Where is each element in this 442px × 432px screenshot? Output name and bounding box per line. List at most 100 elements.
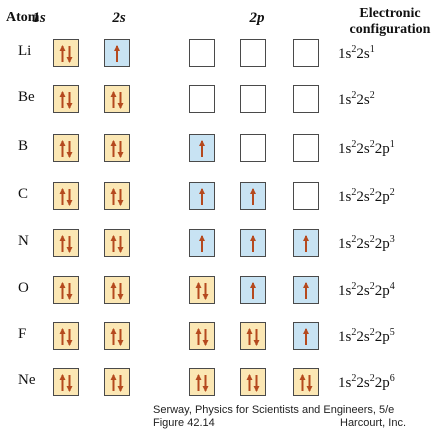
orbital-box-2p-c — [293, 39, 319, 67]
spin-down-arrow-icon — [66, 92, 73, 109]
spin-down-arrow-icon — [253, 375, 260, 392]
orbital-box-2s — [104, 134, 130, 162]
config-exponent: 2 — [369, 187, 375, 198]
header-1s: 1s — [32, 10, 46, 26]
spin-up-arrow-icon — [250, 235, 256, 252]
config-exponent: 2 — [369, 90, 375, 101]
config-orbital: 2p — [374, 141, 390, 157]
config-orbital: 2p — [374, 375, 390, 391]
spin-up-arrow-icon — [110, 140, 117, 157]
spin-down-arrow-icon — [202, 375, 209, 392]
orbital-box-2p-a — [189, 322, 215, 350]
config-orbital: 1s — [338, 283, 352, 299]
electron-configuration: 1s22s22p3 — [338, 234, 395, 253]
orbital-box-2s — [104, 182, 130, 210]
orbital-box-1s — [53, 276, 79, 304]
spin-down-arrow-icon — [253, 329, 260, 346]
spin-up-arrow-icon — [110, 91, 117, 108]
config-orbital: 2p — [374, 329, 390, 345]
spin-down-arrow-icon — [66, 46, 73, 63]
electron-configuration: 1s22s22p1 — [338, 139, 395, 158]
spin-up-arrow-icon — [299, 374, 306, 391]
config-orbital: 1s — [338, 189, 352, 205]
header-2s: 2s — [112, 10, 126, 26]
orbital-box-2p-c — [293, 322, 319, 350]
spin-up-arrow-icon — [303, 282, 309, 299]
orbital-box-2p-b — [240, 229, 266, 257]
atom-label: N — [18, 233, 29, 249]
spin-down-arrow-icon — [306, 375, 313, 392]
config-exponent: 2 — [369, 327, 375, 338]
atom-label: Be — [18, 89, 35, 105]
atom-label: Ne — [18, 372, 36, 388]
config-orbital: 2s — [356, 141, 370, 157]
orbital-box-1s — [53, 39, 79, 67]
orbital-box-2p-b — [240, 134, 266, 162]
spin-down-arrow-icon — [202, 283, 209, 300]
row-f: F 1s22s22p5 — [0, 322, 442, 352]
spin-up-arrow-icon — [303, 328, 309, 345]
spin-up-arrow-icon — [246, 374, 253, 391]
spin-up-arrow-icon — [250, 282, 256, 299]
config-orbital: 2s — [356, 329, 370, 345]
spin-up-arrow-icon — [59, 140, 66, 157]
config-exponent: 2 — [389, 187, 395, 198]
credit-figure: Figure 42.14 — [153, 417, 215, 429]
spin-up-arrow-icon — [110, 235, 117, 252]
spin-up-arrow-icon — [246, 328, 253, 345]
spin-down-arrow-icon — [117, 141, 124, 158]
config-orbital: 2s — [356, 236, 370, 252]
config-exponent: 2 — [351, 44, 357, 55]
header-config-line1: Electronic — [359, 6, 421, 21]
row-c: C 1s22s22p2 — [0, 182, 442, 212]
config-orbital: 1s — [338, 236, 352, 252]
spin-up-arrow-icon — [59, 374, 66, 391]
spin-down-arrow-icon — [66, 283, 73, 300]
orbital-box-2p-b — [240, 276, 266, 304]
spin-up-arrow-icon — [59, 45, 66, 62]
spin-up-arrow-icon — [110, 282, 117, 299]
config-orbital: 1s — [338, 92, 352, 108]
orbital-box-2p-a — [189, 229, 215, 257]
orbital-box-2p-a — [189, 276, 215, 304]
row-li: Li 1s22s1 — [0, 39, 442, 69]
config-orbital: 1s — [338, 46, 352, 62]
orbital-box-2p-c — [293, 182, 319, 210]
spin-up-arrow-icon — [250, 188, 256, 205]
spin-up-arrow-icon — [199, 140, 205, 157]
orbital-box-2p-c — [293, 229, 319, 257]
orbital-box-2p-a — [189, 39, 215, 67]
orbital-box-2p-c — [293, 134, 319, 162]
spin-up-arrow-icon — [110, 188, 117, 205]
spin-down-arrow-icon — [66, 236, 73, 253]
spin-up-arrow-icon — [59, 235, 66, 252]
config-orbital: 2p — [374, 189, 390, 205]
spin-up-arrow-icon — [59, 188, 66, 205]
spin-down-arrow-icon — [66, 329, 73, 346]
spin-down-arrow-icon — [66, 189, 73, 206]
config-exponent: 2 — [351, 281, 357, 292]
spin-down-arrow-icon — [117, 189, 124, 206]
config-orbital: 2s — [356, 189, 370, 205]
orbital-box-2s — [104, 322, 130, 350]
orbital-box-1s — [53, 134, 79, 162]
config-exponent: 2 — [369, 281, 375, 292]
orbital-box-2p-c — [293, 85, 319, 113]
electron-configuration: 1s22s1 — [338, 44, 375, 63]
config-orbital: 2s — [356, 375, 370, 391]
config-exponent: 1 — [369, 44, 375, 55]
orbital-box-2s — [104, 229, 130, 257]
row-n: N 1s22s22p3 — [0, 229, 442, 259]
spin-up-arrow-icon — [110, 374, 117, 391]
row-ne: Ne 1s22s22p6 — [0, 368, 442, 398]
spin-up-arrow-icon — [114, 45, 120, 62]
orbital-box-2p-b — [240, 322, 266, 350]
orbital-box-2s — [104, 276, 130, 304]
spin-up-arrow-icon — [110, 328, 117, 345]
header-atom: Atom — [6, 10, 40, 25]
orbital-box-1s — [53, 229, 79, 257]
config-orbital: 2s — [356, 46, 370, 62]
row-o: O 1s22s22p4 — [0, 276, 442, 306]
config-exponent: 2 — [351, 373, 357, 384]
atom-label: F — [18, 326, 27, 342]
